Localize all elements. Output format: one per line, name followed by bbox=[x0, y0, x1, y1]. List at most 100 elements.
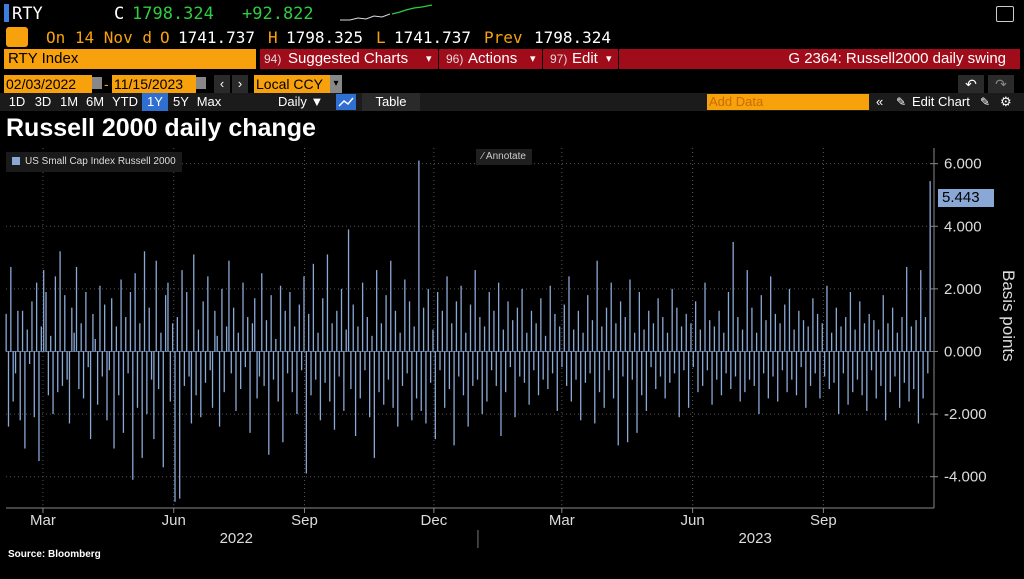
period-button-6m[interactable]: 6M bbox=[85, 94, 105, 109]
chart-bar bbox=[929, 181, 931, 352]
chart-bar bbox=[624, 317, 626, 352]
chart-bar bbox=[732, 241, 734, 352]
currency-select[interactable]: Local CCY bbox=[254, 75, 330, 93]
frequency-select[interactable]: Daily ▼ bbox=[278, 94, 324, 109]
chart-bar bbox=[509, 351, 512, 368]
period-back-button[interactable]: ‹ bbox=[214, 75, 230, 93]
chart-bar bbox=[172, 323, 174, 352]
chart-bar bbox=[162, 351, 164, 468]
chart-bar bbox=[397, 351, 399, 427]
chart-bar bbox=[129, 292, 132, 352]
suggested-dropdown-icon[interactable]: ▾ bbox=[426, 53, 432, 65]
start-date-field[interactable]: 02/03/2022 bbox=[4, 75, 92, 93]
period-button-1y[interactable]: 1Y bbox=[142, 93, 168, 111]
period-button-ytd[interactable]: YTD bbox=[112, 94, 138, 109]
chart-bar bbox=[755, 332, 758, 352]
period-button-1m[interactable]: 1M bbox=[59, 94, 79, 109]
chart-bar bbox=[240, 351, 242, 390]
x-year-label: 2022 bbox=[220, 530, 253, 547]
chart-bar bbox=[669, 351, 671, 383]
security-field[interactable]: RTY Index bbox=[4, 49, 256, 69]
chart-type-icon[interactable] bbox=[336, 94, 356, 110]
prev-value: 1798.324 bbox=[534, 28, 612, 47]
y-axis-label: Basis points bbox=[999, 270, 1018, 362]
add-data-placeholder: Add Data bbox=[709, 94, 764, 109]
chart-bar bbox=[136, 351, 139, 408]
chart-bar bbox=[312, 263, 315, 352]
undo-icon[interactable]: ↶ bbox=[958, 75, 984, 93]
chart-bar bbox=[78, 351, 80, 390]
chart-bar bbox=[352, 304, 354, 352]
chart-bar bbox=[214, 310, 216, 352]
ticker-marker bbox=[4, 4, 9, 22]
chart-bar bbox=[641, 351, 643, 396]
chart-bar bbox=[587, 295, 589, 352]
draw-icon[interactable]: ✎ bbox=[980, 95, 991, 109]
period-button-1d[interactable]: 1D bbox=[8, 94, 26, 109]
open-value: 1741.737 bbox=[178, 28, 256, 47]
y-tick-label: -2.000 bbox=[944, 406, 987, 423]
annotate-button[interactable]: ⁄ Annotate bbox=[476, 149, 532, 165]
chart-bar bbox=[200, 351, 202, 418]
chart-bar bbox=[795, 351, 798, 396]
chart-bar bbox=[631, 351, 633, 380]
calendar-icon[interactable] bbox=[196, 77, 206, 89]
calendar-icon[interactable] bbox=[92, 77, 102, 89]
prev-label: Prev bbox=[484, 28, 523, 47]
chart-bar bbox=[767, 351, 769, 399]
chart-bar bbox=[565, 351, 568, 386]
chart-bar bbox=[720, 351, 723, 396]
collapse-icon[interactable]: « bbox=[876, 94, 884, 109]
period-forward-button[interactable]: › bbox=[232, 75, 248, 93]
actions-dropdown-icon[interactable]: ▾ bbox=[530, 53, 536, 65]
end-date-field[interactable]: 11/15/2023 bbox=[112, 75, 196, 93]
redo-icon[interactable]: ↷ bbox=[988, 75, 1014, 93]
high-value: 1798.325 bbox=[286, 28, 364, 47]
edit-menu[interactable]: Edit bbox=[572, 50, 598, 67]
actions-num: 96) bbox=[446, 52, 464, 66]
chart-bar bbox=[38, 351, 40, 462]
chart-bar bbox=[446, 276, 448, 352]
chart-bar bbox=[589, 351, 591, 374]
actions-menu[interactable]: Actions bbox=[468, 50, 518, 67]
chart-bar bbox=[422, 307, 425, 352]
pencil-icon: ✎ bbox=[896, 95, 907, 109]
currency-dropdown-icon[interactable]: ▾ bbox=[330, 75, 342, 93]
chart-bar bbox=[704, 282, 706, 352]
chart-bar bbox=[598, 351, 601, 393]
edit-dropdown-icon[interactable]: ▾ bbox=[606, 53, 612, 65]
chart-bar bbox=[141, 351, 143, 458]
chart-bar bbox=[427, 288, 429, 352]
chart-bar bbox=[770, 276, 772, 352]
x-tick-label: Dec bbox=[421, 512, 448, 529]
period-button-3d[interactable]: 3D bbox=[34, 94, 52, 109]
chart-bar bbox=[118, 351, 120, 396]
period-button-max[interactable]: Max bbox=[196, 94, 222, 109]
chart-bar bbox=[179, 351, 181, 499]
chart-bar bbox=[324, 351, 326, 383]
period-button-5y[interactable]: 5Y bbox=[173, 94, 189, 109]
chart-bar bbox=[153, 351, 155, 440]
chart-bar bbox=[751, 307, 753, 352]
x-tick-label: Mar bbox=[30, 512, 56, 529]
chart-bar bbox=[35, 282, 38, 352]
chart-bar bbox=[108, 351, 110, 371]
chart-bar bbox=[723, 332, 725, 352]
gear-icon[interactable]: ⚙ bbox=[1000, 94, 1012, 109]
chart-bar bbox=[490, 351, 493, 371]
chart-bar bbox=[357, 326, 359, 352]
chart-bar bbox=[882, 295, 884, 352]
chart-bar bbox=[788, 288, 791, 352]
edit-chart-button[interactable]: Edit Chart bbox=[912, 94, 970, 109]
chart-bar bbox=[399, 332, 401, 352]
x-tick-label: Jun bbox=[162, 512, 186, 529]
expand-window-icon[interactable] bbox=[996, 6, 1014, 22]
table-button[interactable]: Table bbox=[362, 93, 420, 111]
suggested-charts-menu[interactable]: Suggested Charts bbox=[288, 50, 409, 67]
chart-bar bbox=[33, 351, 35, 418]
chart-bar bbox=[615, 323, 617, 352]
chart-bar bbox=[582, 332, 584, 352]
add-data-field[interactable] bbox=[707, 94, 869, 110]
chart-bar bbox=[502, 329, 504, 352]
bell-alert-icon[interactable] bbox=[6, 27, 28, 47]
